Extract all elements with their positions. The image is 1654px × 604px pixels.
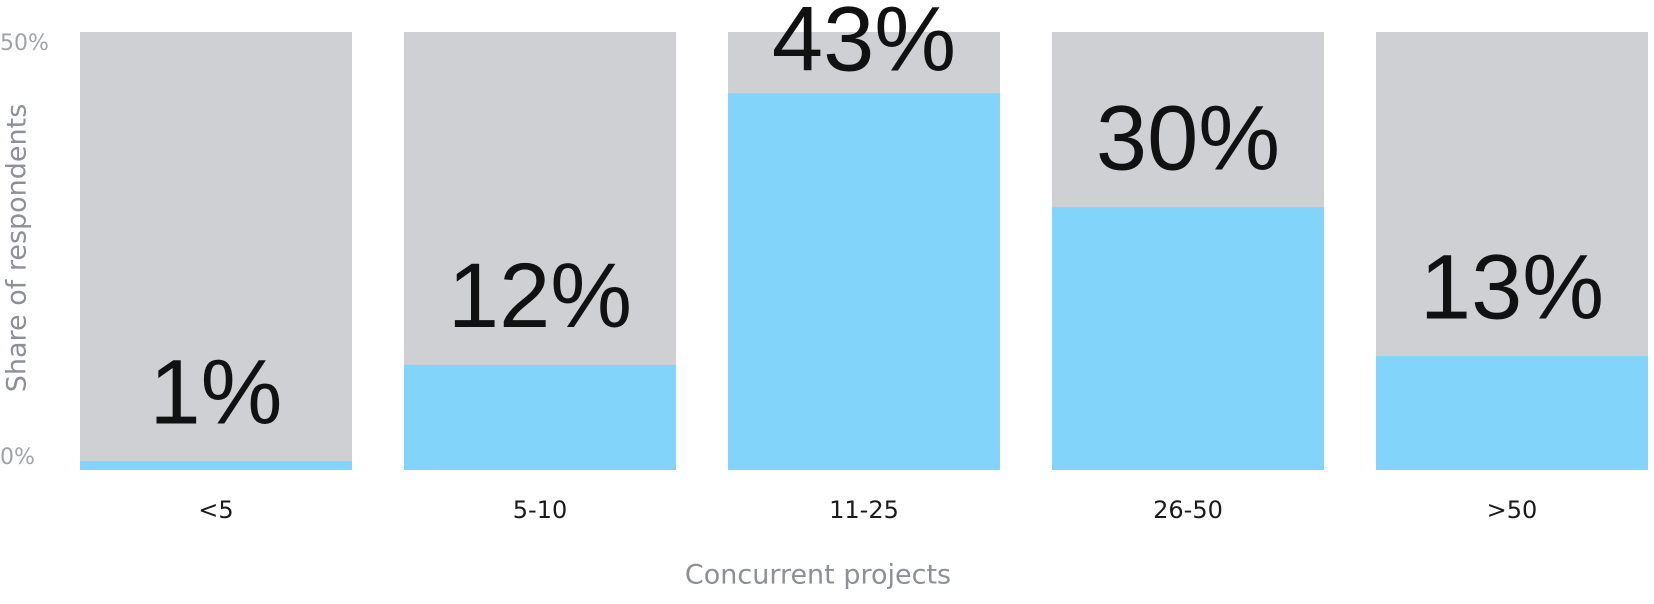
y-axis-label: Share of respondents xyxy=(2,104,33,393)
value-label: 12% xyxy=(448,245,632,347)
x-tick-label: 5-10 xyxy=(513,496,567,524)
x-tick-label: 26-50 xyxy=(1153,496,1223,524)
bar xyxy=(1052,207,1324,470)
value-label: 30% xyxy=(1096,87,1280,189)
x-tick-label: 11-25 xyxy=(829,496,899,524)
x-tick-label: >50 xyxy=(1487,496,1538,524)
value-label: 1% xyxy=(150,342,283,444)
bar xyxy=(80,461,352,470)
x-tick-label: <5 xyxy=(198,496,233,524)
x-axis-label: Concurrent projects xyxy=(685,560,951,591)
y-tick-label: 50% xyxy=(0,31,49,56)
y-tick-label: 0% xyxy=(0,445,35,470)
value-label: 13% xyxy=(1420,236,1604,338)
bar-background xyxy=(80,32,352,470)
bar xyxy=(404,364,676,470)
value-label: 43% xyxy=(772,0,956,90)
bar xyxy=(728,93,1000,470)
bar xyxy=(1376,356,1648,470)
